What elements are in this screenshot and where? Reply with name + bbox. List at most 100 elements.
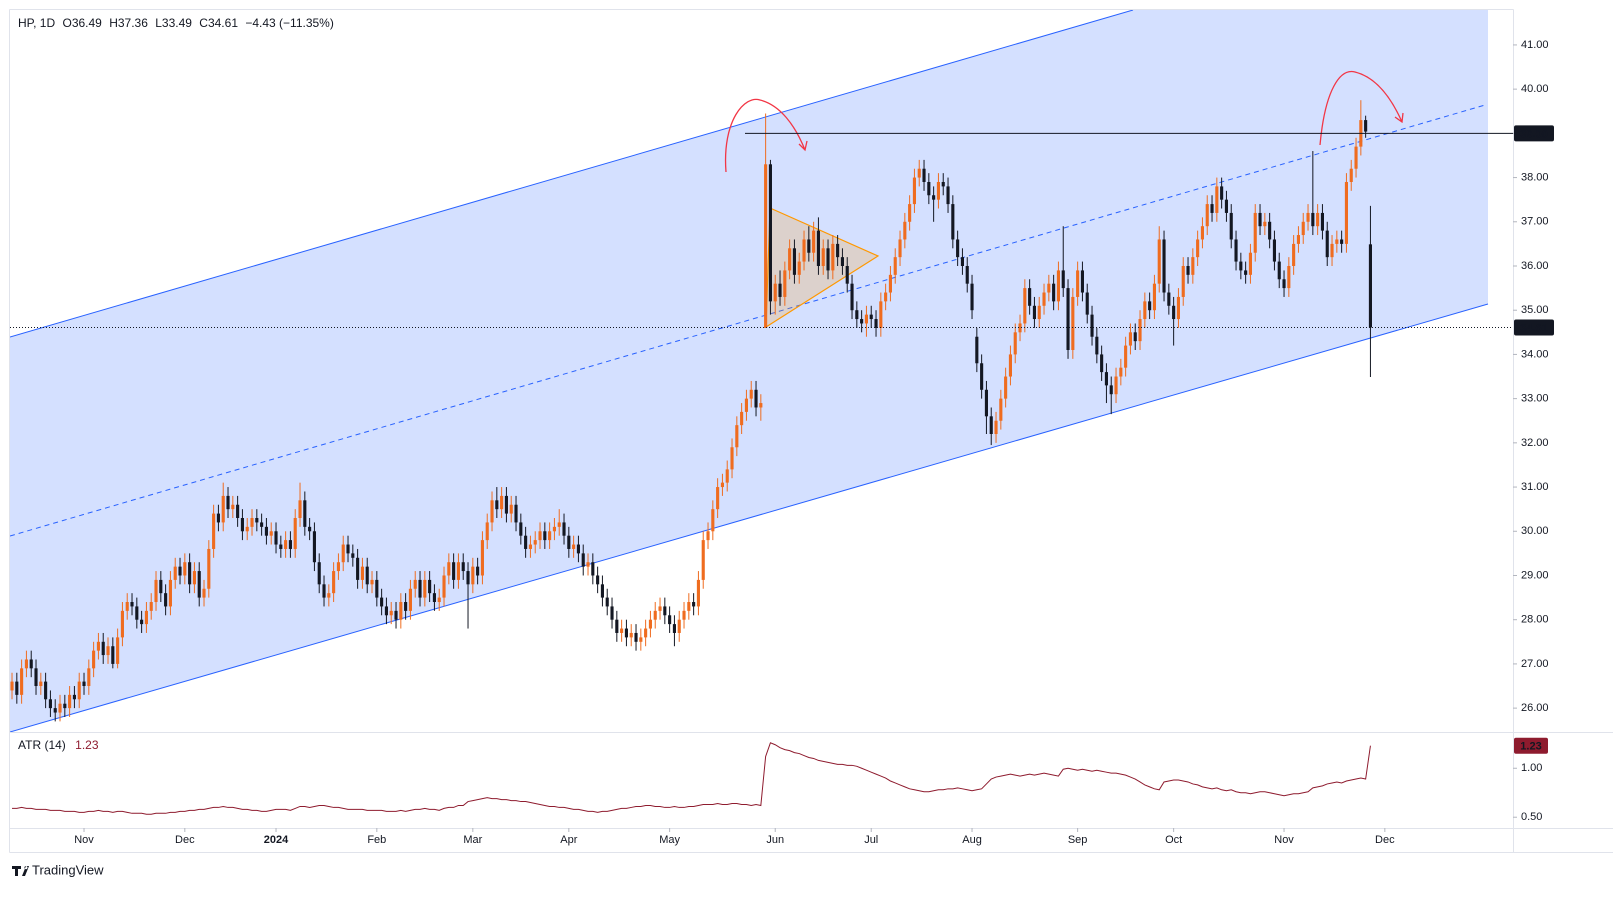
candle-body bbox=[879, 301, 883, 328]
candle-body bbox=[24, 659, 28, 669]
candle-body bbox=[39, 681, 43, 687]
candle-body bbox=[288, 540, 292, 549]
candle-body bbox=[1023, 288, 1027, 324]
candle-body bbox=[1148, 301, 1152, 311]
candle-body bbox=[53, 708, 57, 713]
candle-body bbox=[466, 571, 470, 585]
candle-body bbox=[869, 314, 873, 320]
candle-body bbox=[1172, 305, 1176, 320]
candle-body bbox=[1330, 243, 1334, 258]
candle-body bbox=[135, 606, 139, 620]
candle-body bbox=[845, 265, 849, 284]
candle-body bbox=[58, 703, 62, 713]
candle-body bbox=[1109, 385, 1113, 395]
candle-body bbox=[600, 584, 604, 598]
y-tick-label: 32.00 bbox=[1521, 437, 1549, 449]
candle-body bbox=[1162, 239, 1166, 293]
atr-badge bbox=[1514, 737, 1548, 754]
price-badge bbox=[1514, 125, 1554, 142]
candle-body bbox=[1335, 239, 1339, 244]
candle-body bbox=[634, 632, 638, 642]
candle-body bbox=[260, 522, 264, 527]
candle-body bbox=[432, 593, 436, 603]
candle-body bbox=[1234, 239, 1238, 262]
candle-body bbox=[1311, 212, 1315, 227]
candle-body bbox=[1167, 292, 1171, 306]
candle-body bbox=[404, 602, 408, 611]
open: O36.49 bbox=[62, 16, 102, 30]
candle-body bbox=[629, 632, 633, 638]
candle-body bbox=[840, 257, 844, 266]
candle-body bbox=[1196, 239, 1200, 258]
atr-badge-label: 1.23 bbox=[1520, 741, 1541, 753]
candle-body bbox=[20, 668, 24, 695]
candle-body bbox=[500, 495, 504, 510]
x-tick-label: Jul bbox=[864, 834, 878, 846]
candle-body bbox=[941, 181, 945, 187]
candle-body bbox=[548, 531, 552, 541]
candle-body bbox=[1056, 270, 1060, 302]
candle-body bbox=[1037, 305, 1041, 320]
candle-body bbox=[1316, 212, 1320, 227]
candle-body bbox=[298, 500, 302, 519]
brand: TradingView bbox=[32, 862, 104, 877]
symbol: HP, 1D bbox=[18, 16, 55, 30]
candle-body bbox=[1354, 146, 1358, 169]
candle-body bbox=[255, 518, 259, 523]
candle-body bbox=[116, 637, 120, 664]
candle-body bbox=[111, 646, 115, 664]
logo-icon bbox=[12, 866, 29, 876]
candle-body bbox=[903, 221, 907, 240]
y-tick-label: 38.00 bbox=[1521, 171, 1549, 183]
x-tick-label: Dec bbox=[175, 834, 195, 846]
candle-body bbox=[1320, 212, 1324, 231]
candle-body bbox=[87, 668, 91, 687]
candle-body bbox=[644, 628, 648, 638]
candle-body bbox=[476, 566, 480, 576]
candle-body bbox=[711, 509, 715, 532]
candle-body bbox=[596, 575, 600, 585]
candle-body bbox=[504, 495, 508, 514]
candle-body bbox=[908, 204, 912, 222]
candle-body bbox=[1004, 376, 1008, 399]
candle-body bbox=[884, 292, 888, 302]
candle-body bbox=[927, 181, 931, 196]
candle-body bbox=[932, 195, 936, 200]
candle-body bbox=[101, 641, 105, 656]
candle-body bbox=[437, 597, 441, 603]
candle-body bbox=[274, 531, 278, 545]
x-tick-label: Dec bbox=[1375, 834, 1395, 846]
candle-body bbox=[648, 619, 652, 629]
candle-body bbox=[308, 526, 312, 532]
x-tick-label: May bbox=[659, 834, 680, 846]
candle-body bbox=[480, 540, 484, 576]
candle-body bbox=[802, 239, 806, 262]
candle-body bbox=[778, 283, 782, 297]
candle-body bbox=[317, 562, 321, 585]
candle-body bbox=[730, 447, 734, 470]
low: L33.49 bbox=[155, 16, 192, 30]
candle-body bbox=[687, 602, 691, 611]
candle-body bbox=[821, 248, 825, 266]
close: C34.61 bbox=[199, 16, 238, 30]
candle-body bbox=[1138, 319, 1142, 342]
candle-body bbox=[936, 181, 940, 200]
candle-body bbox=[495, 500, 499, 510]
candle-body bbox=[701, 540, 705, 580]
candle-body bbox=[485, 522, 489, 541]
y-tick-label: 33.00 bbox=[1521, 393, 1549, 405]
x-tick-label: Feb bbox=[367, 834, 386, 846]
y-tick-label: 26.00 bbox=[1521, 702, 1549, 714]
y-tick-label: 37.00 bbox=[1521, 216, 1549, 228]
candle-body bbox=[816, 230, 820, 266]
candle-body bbox=[970, 283, 974, 311]
candle-body bbox=[951, 204, 955, 240]
candle-body bbox=[240, 518, 244, 532]
candle-body bbox=[1272, 239, 1276, 262]
candle-body bbox=[149, 602, 153, 611]
y-tick-label: 41.00 bbox=[1521, 39, 1549, 51]
x-tick-label: 2024 bbox=[264, 834, 289, 846]
candle-body bbox=[375, 579, 379, 598]
candle-body bbox=[528, 544, 532, 549]
